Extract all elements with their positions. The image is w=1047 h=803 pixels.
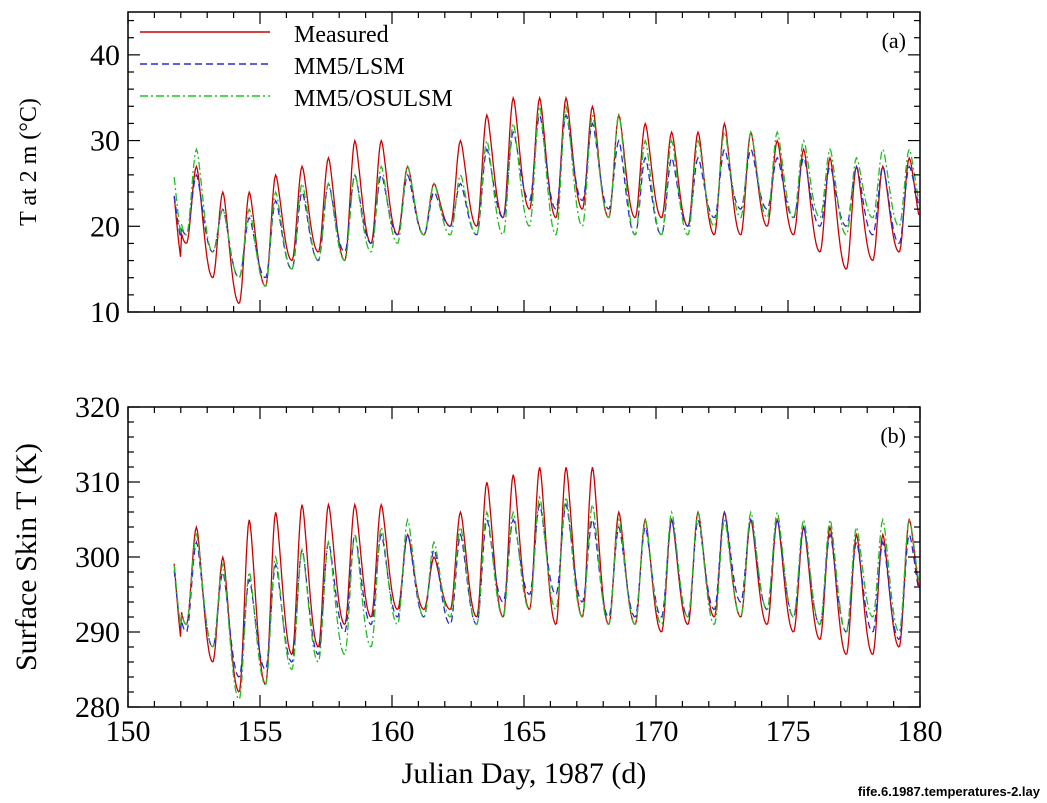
x-tick-label: 155: [238, 715, 283, 748]
y-tick-label: 20: [90, 210, 120, 243]
panel-label: (a): [882, 28, 906, 53]
x-tick-label: 160: [370, 715, 415, 748]
series-line-mm5-osulsm: [173, 104, 920, 287]
x-tick-label: 150: [106, 715, 151, 748]
y-tick-label: 280: [75, 691, 120, 724]
x-axis-label: Julian Day, 1987 (d): [402, 757, 647, 790]
legend-label: Measured: [294, 22, 389, 48]
y-tick-label: 30: [90, 125, 120, 158]
x-tick-label: 180: [898, 715, 943, 748]
y-tick-label: 310: [75, 466, 120, 499]
x-tick-label: 170: [634, 715, 679, 748]
legend-label: MM5/LSM: [294, 54, 405, 80]
y-tick-label: 40: [90, 39, 120, 72]
panel-b-skin-temperature: 280 290 300 310 320 150 155 160 165 170 175 180 Surf…: [10, 391, 943, 790]
y-tick-label: 320: [75, 391, 120, 424]
legend-label: MM5/OSULSM: [294, 86, 453, 112]
y-axis-label: T at 2 m (°C): [16, 98, 42, 226]
footer-file-label: fife.6.1987.temperatures-2.lay: [858, 784, 1041, 799]
y-tick-label: 10: [90, 296, 120, 329]
y-tick-label: 290: [75, 616, 120, 649]
x-tick-label: 175: [766, 715, 811, 748]
series-line-mm5-osulsm: [173, 494, 920, 701]
y-tick-label: 300: [75, 541, 120, 574]
legend: Measured MM5/LSM MM5/OSULSM: [140, 22, 453, 112]
panel-label: (b): [880, 423, 906, 448]
y-axis-label: Surface Skin T (K): [10, 443, 43, 671]
series-line-measured: [173, 95, 920, 305]
x-tick-label: 165: [502, 715, 547, 748]
series-line-mm5-lsm: [173, 502, 920, 678]
series-line-measured: [173, 467, 920, 693]
